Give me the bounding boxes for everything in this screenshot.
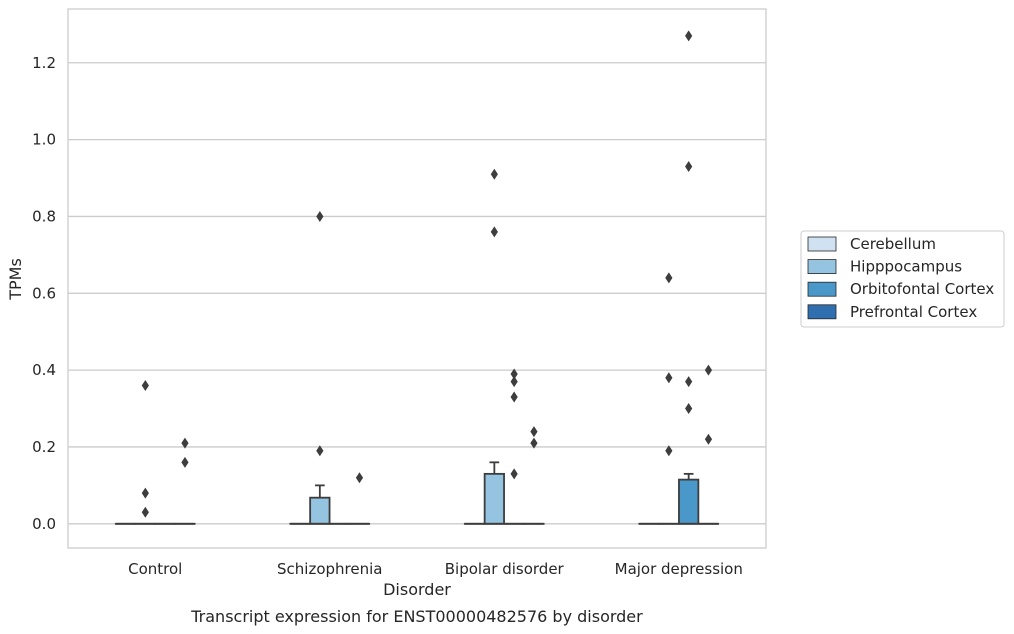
box — [309, 496, 331, 525]
box — [483, 472, 505, 525]
x-axis-label: Disorder — [383, 580, 451, 599]
y-tick-label: 0.4 — [32, 361, 56, 379]
legend-frame — [800, 230, 1005, 328]
outlier-point — [316, 445, 324, 457]
outlier-point — [181, 437, 189, 449]
legend-label: Cerebellum — [850, 235, 936, 253]
outlier-point — [510, 468, 518, 480]
box-group — [483, 461, 505, 525]
box-group — [309, 484, 331, 525]
y-tick-label: 0.8 — [32, 207, 56, 225]
outlier-point — [490, 168, 498, 180]
box — [678, 478, 700, 525]
outlier-point — [530, 426, 538, 438]
x-tick-label: Bipolar disorder — [445, 560, 565, 578]
outlier-point — [704, 433, 713, 445]
outlier-point — [685, 30, 693, 42]
outlier-point — [510, 376, 518, 388]
outlier-point — [141, 379, 149, 391]
outlier-point — [355, 472, 364, 484]
legend: Cerebellum Hipppocampus Orbitofontal Corte… — [800, 230, 1005, 328]
outlier-point — [530, 437, 538, 449]
y-tick-label: 0.2 — [32, 438, 56, 456]
legend-swatch — [807, 304, 837, 320]
outlier-point — [665, 372, 673, 384]
outlier-point — [316, 210, 324, 222]
outlier-point — [685, 403, 693, 415]
legend-swatch — [807, 236, 837, 252]
outliers — [141, 30, 713, 518]
legend-swatch — [807, 281, 837, 297]
y-axis-label: TPMs — [6, 258, 25, 301]
legend-swatch — [807, 259, 837, 275]
outlier-point — [685, 161, 693, 173]
x-tick-label: Schizophrenia — [277, 560, 382, 578]
box-group — [678, 472, 700, 525]
x-tick-label: Control — [128, 560, 182, 578]
legend-label: Orbitofontal Cortex — [850, 280, 994, 298]
x-tick-label: Major depression — [615, 560, 743, 578]
y-tick-label: 1.0 — [32, 131, 56, 149]
outlier-point — [510, 368, 518, 380]
outlier-point — [141, 487, 149, 499]
y-tick-label: 1.2 — [32, 54, 56, 72]
outlier-point — [141, 506, 149, 518]
outlier-point — [181, 456, 189, 468]
plot-frame — [67, 8, 767, 549]
figure-caption: Transcript expression for ENST0000048257… — [190, 607, 643, 626]
legend-label: Hipppocampus — [850, 258, 962, 276]
outlier-point — [665, 272, 673, 284]
outlier-point — [704, 364, 713, 376]
outlier-point — [665, 445, 673, 457]
boxes — [114, 461, 720, 525]
legend-label: Prefrontal Cortex — [850, 303, 977, 321]
x-tick-labels: Control Schizophrenia Bipolar disorder Majo… — [128, 560, 743, 578]
y-tick-label: 0.6 — [32, 284, 56, 302]
outlier-point — [490, 226, 498, 238]
y-tick-labels: 0.0 0.2 0.4 0.6 0.8 1.0 1.2 — [32, 54, 56, 533]
gridlines — [68, 62, 766, 525]
outlier-point — [510, 391, 518, 403]
outlier-point — [685, 376, 693, 388]
y-tick-label: 0.0 — [32, 515, 56, 533]
